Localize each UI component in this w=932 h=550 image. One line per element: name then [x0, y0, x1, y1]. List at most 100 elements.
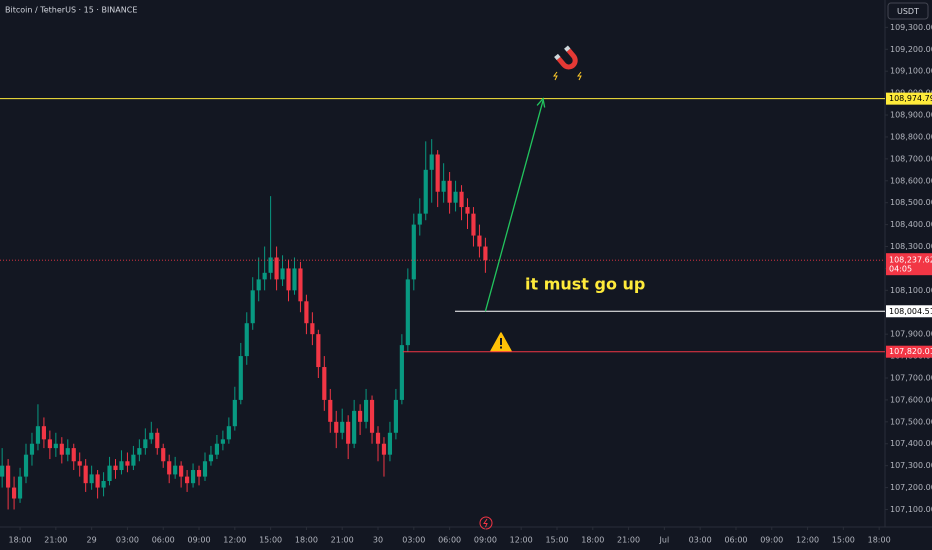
- candle-body: [459, 191, 464, 208]
- candle-body: [143, 439, 148, 449]
- x-tick-label: 09:00: [474, 536, 497, 545]
- price-line-label: 108,004.51: [889, 307, 932, 316]
- candle-body: [71, 448, 76, 462]
- y-tick-label: 108,900.00: [890, 111, 932, 120]
- candle-body: [65, 448, 70, 455]
- x-tick-label: 15:00: [545, 536, 568, 545]
- y-tick-label: 107,100.00: [890, 505, 932, 514]
- candle-body: [29, 443, 35, 455]
- candle-body: [161, 448, 166, 462]
- y-tick-label: 109,200.00: [890, 45, 932, 54]
- candle-body: [101, 480, 106, 488]
- x-tick-label: Jul: [659, 536, 670, 545]
- x-tick-label: 03:00: [689, 536, 712, 545]
- countdown: 04:05: [889, 265, 912, 274]
- candle-body: [423, 169, 428, 214]
- candle-body: [167, 461, 172, 475]
- candle-body: [310, 323, 315, 335]
- x-tick-label: 21:00: [44, 536, 67, 545]
- candle-body: [346, 421, 351, 444]
- candle-body: [465, 207, 470, 214]
- candle-body: [375, 432, 381, 444]
- candle-body: [292, 268, 297, 291]
- magnet-icon: [554, 45, 578, 70]
- y-tick-label: 109,300.00: [890, 23, 932, 32]
- candle-body: [226, 426, 231, 440]
- candle-body: [262, 272, 267, 280]
- y-tick-label: 108,400.00: [890, 220, 932, 229]
- currency-button[interactable]: [887, 2, 929, 20]
- candle-body: [95, 474, 100, 488]
- chart-title: Bitcoin / TetherUS · 15 · BINANCE: [5, 6, 137, 15]
- candle-body: [405, 279, 410, 346]
- last-price-label: 108,237.62: [889, 256, 932, 265]
- candle-body: [268, 257, 273, 273]
- candle-body: [286, 268, 291, 291]
- candle-body: [11, 487, 17, 499]
- x-tick-label: 12:00: [796, 536, 819, 545]
- candle-body: [185, 476, 190, 484]
- candle-body: [340, 421, 345, 433]
- x-tick-label: 21:00: [331, 536, 354, 545]
- candle-body: [256, 279, 261, 291]
- y-tick-label: 107,500.00: [890, 417, 932, 426]
- candle-body: [447, 180, 452, 203]
- x-tick-label: 30: [373, 536, 383, 545]
- candle-body: [399, 345, 404, 400]
- candle-body: [107, 465, 112, 481]
- candle-body: [238, 356, 243, 400]
- candle-body: [83, 465, 88, 484]
- x-tick-label: 15:00: [259, 536, 282, 545]
- x-tick-label: 03:00: [402, 536, 425, 545]
- candle-body: [77, 461, 82, 466]
- y-tick-label: 107,900.00: [890, 330, 932, 339]
- last-price-box: [886, 253, 932, 276]
- candle-body: [387, 432, 393, 455]
- candle-body: [417, 213, 422, 225]
- x-tick-label: 21:00: [617, 536, 640, 545]
- candle-body: [477, 235, 482, 247]
- candle-body: [131, 454, 136, 466]
- x-tick-label: 06:00: [152, 536, 175, 545]
- x-tick-label: 18:00: [868, 536, 891, 545]
- price-line-box: [886, 345, 932, 358]
- price-line-label: 108,974.79: [889, 94, 932, 103]
- y-tick-label: 108,100.00: [890, 286, 932, 295]
- y-tick-label: 109,100.00: [890, 67, 932, 76]
- y-tick-label: 107,600.00: [890, 395, 932, 404]
- candle-body: [358, 410, 363, 422]
- currency-label[interactable]: USDT: [897, 7, 919, 16]
- candle-body: [411, 224, 416, 280]
- candle-body: [298, 268, 303, 302]
- candle-body: [125, 461, 130, 466]
- x-tick-label: 18:00: [9, 536, 32, 545]
- replay-icon[interactable]: [479, 516, 493, 530]
- candle-body: [113, 465, 118, 471]
- spark: [577, 71, 582, 81]
- candle-body: [328, 399, 333, 422]
- arrow-head: [536, 97, 546, 108]
- candle-body: [190, 470, 196, 484]
- candle-body: [381, 443, 387, 455]
- y-tick-label: 108,500.00: [890, 198, 932, 207]
- candle-body: [322, 367, 327, 400]
- candle-body: [352, 410, 357, 444]
- spark: [553, 71, 558, 81]
- candle-body: [59, 443, 64, 455]
- candle-body: [220, 439, 225, 444]
- candle-body: [280, 268, 285, 280]
- y-tick-label: 107,200.00: [890, 483, 932, 492]
- x-tick-label: 29: [87, 536, 97, 545]
- candle-body: [149, 432, 154, 440]
- y-tick-label: 108,300.00: [890, 242, 932, 251]
- candle-body: [393, 399, 398, 433]
- arrow: [484, 100, 544, 312]
- candle-body: [304, 301, 309, 324]
- candle-body: [453, 191, 458, 203]
- candle-body: [119, 461, 124, 471]
- candle-body: [196, 470, 202, 477]
- candle-body: [441, 180, 446, 192]
- candle-body: [244, 323, 249, 357]
